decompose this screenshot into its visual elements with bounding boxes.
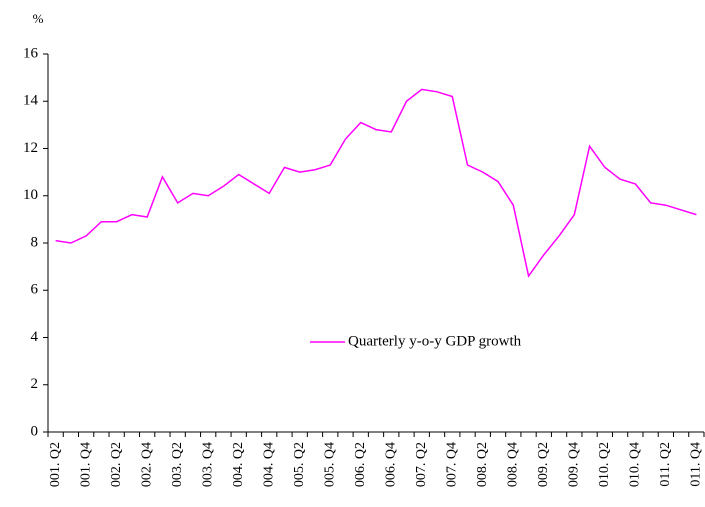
x-tick-label: 007. Q2 xyxy=(414,442,429,487)
x-tick-label: 009. Q4 xyxy=(567,442,582,487)
y-tick-label: 14 xyxy=(23,93,39,109)
y-tick-label: 2 xyxy=(31,376,39,392)
x-tick-label: 007. Q4 xyxy=(444,442,459,487)
x-tick-label: 002. Q4 xyxy=(139,442,154,487)
x-tick-label: 001. Q4 xyxy=(78,442,93,487)
x-tick-label: 008. Q4 xyxy=(506,442,521,487)
x-tick-label: 005. Q2 xyxy=(292,442,307,487)
x-tick-label: 004. Q4 xyxy=(261,442,276,487)
y-tick-label: 8 xyxy=(31,234,39,250)
series-line xyxy=(55,88,697,278)
x-tick-label: 003. Q2 xyxy=(170,442,185,487)
y-tick-label: 10 xyxy=(23,187,38,203)
legend-label: Quarterly y-o-y GDP growth xyxy=(348,333,522,349)
x-tick-label: 005. Q4 xyxy=(322,442,337,487)
x-tick-label: 002. Q2 xyxy=(109,442,124,487)
x-tick-label: 006. Q4 xyxy=(383,442,398,487)
x-tick-label: 009. Q2 xyxy=(536,442,551,487)
x-tick-label: 006. Q2 xyxy=(353,442,368,487)
x-tick-label: 004. Q2 xyxy=(231,442,246,487)
y-tick-label: 6 xyxy=(31,282,39,298)
x-tick-label: 011. Q2 xyxy=(658,442,673,487)
y-tick-label: 4 xyxy=(31,329,39,345)
y-tick-label: 16 xyxy=(23,45,39,61)
x-tick-label: 010. Q4 xyxy=(628,442,643,487)
x-tick-label: 010. Q2 xyxy=(597,442,612,487)
x-tick-label: 003. Q4 xyxy=(200,442,215,487)
y-axis-label: % xyxy=(33,11,44,26)
x-tick-label: 001. Q2 xyxy=(48,442,63,487)
x-tick-label: 011. Q4 xyxy=(689,442,704,487)
x-tick-label: 008. Q2 xyxy=(475,442,490,487)
y-tick-label: 12 xyxy=(23,140,38,156)
y-tick-label: 0 xyxy=(31,423,39,439)
